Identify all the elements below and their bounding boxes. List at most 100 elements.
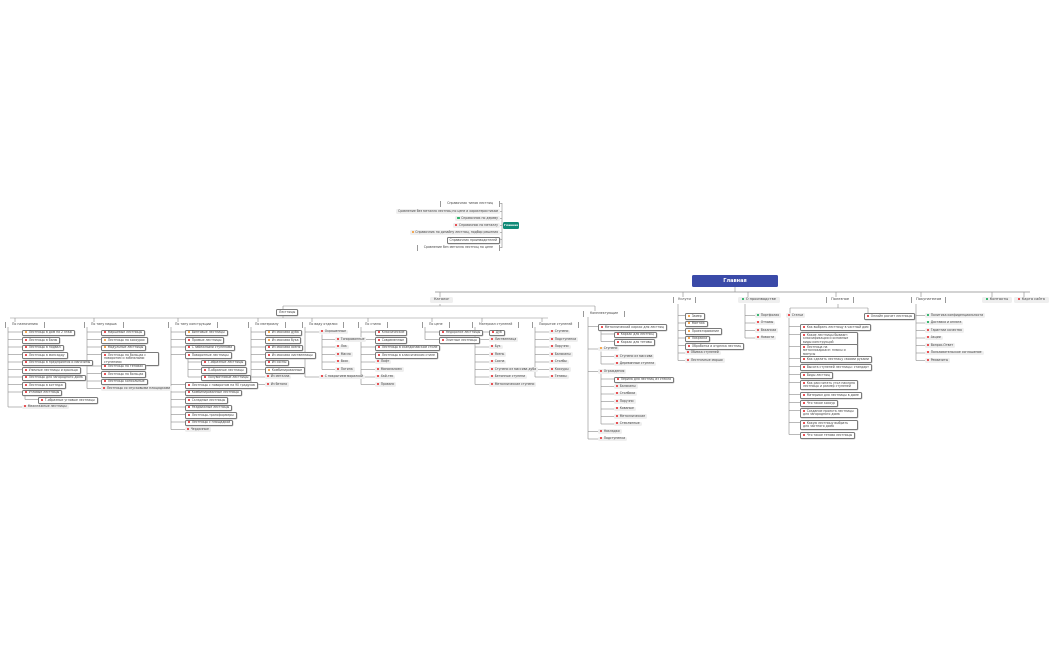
sitemap-node[interactable]: Лестницы с поворотом на 90 градусов xyxy=(185,382,258,389)
sitemap-node[interactable]: Воск xyxy=(335,359,351,365)
sitemap-node[interactable]: Лестницы на тетивах xyxy=(101,363,146,371)
sitemap-node[interactable]: Полувинтовые лестницы xyxy=(201,374,252,382)
sitemap-node[interactable]: Бетонные ступени xyxy=(489,374,528,380)
sitemap-node[interactable]: Статьи xyxy=(786,313,806,318)
sitemap-node[interactable]: Лестницы xyxy=(276,309,299,316)
sitemap-node[interactable]: Ступени из массива дуба xyxy=(489,367,539,372)
sitemap-node[interactable]: Металлические ступени xyxy=(489,382,537,387)
sitemap-node[interactable]: Комплектующие xyxy=(583,311,626,317)
sitemap-node[interactable]: Маршевые лестницы xyxy=(101,329,146,337)
sitemap-node[interactable]: Политика конфиденциальности xyxy=(925,313,986,318)
sitemap-node[interactable]: Реквизиты xyxy=(925,358,951,363)
sitemap-node[interactable]: Ступени из массива xyxy=(614,354,655,359)
sitemap-node[interactable]: Высота ступеней лестницы: стандарт xyxy=(800,364,872,371)
sitemap-node[interactable]: Каркас для тетивы xyxy=(614,339,655,346)
sitemap-node[interactable]: По типу конструкции xyxy=(168,322,218,328)
sitemap-node[interactable]: Лестницы на косоурах xyxy=(101,337,148,344)
sitemap-node[interactable]: Прованс xyxy=(375,382,397,387)
sitemap-node[interactable]: Лестницы консольные xyxy=(101,378,148,386)
sitemap-node[interactable]: Ступени xyxy=(598,346,620,352)
sitemap-node[interactable]: Какие лестницы бывают: классификация и о… xyxy=(800,332,858,346)
sitemap-node[interactable]: Из массива ясеня xyxy=(265,344,304,352)
sitemap-node[interactable]: Проектирование xyxy=(685,328,722,335)
sitemap-node[interactable]: Кованые xyxy=(614,406,636,412)
sitemap-node[interactable]: Гарантии качества xyxy=(925,328,964,333)
sitemap-node[interactable]: Лестницы в дом на 2 этаж xyxy=(22,329,76,337)
sitemap-node[interactable]: По цене xyxy=(422,322,450,328)
sitemap-node[interactable]: Лестницы-трансформеры xyxy=(185,412,237,419)
sitemap-node[interactable]: Металлические xyxy=(614,414,648,419)
sitemap-node[interactable]: Лестницы в классическом стиле xyxy=(375,352,438,359)
sitemap-node[interactable]: Балясины xyxy=(549,352,573,357)
sitemap-node[interactable]: Лестницы в баню xyxy=(22,337,61,344)
sitemap-node[interactable]: Межэтажные лестницы xyxy=(22,404,69,410)
sitemap-node[interactable]: Портфолио xyxy=(755,313,782,318)
sitemap-node[interactable]: Столбики xyxy=(614,391,638,397)
sitemap-node[interactable]: Покупателям xyxy=(911,297,947,303)
sitemap-node[interactable]: Угловые лестницы xyxy=(22,389,63,397)
sitemap-node[interactable]: Акции xyxy=(925,335,943,341)
sitemap-node[interactable]: Комбинированные xyxy=(265,367,306,374)
sitemap-node[interactable]: Раздвижные лестницы xyxy=(185,404,233,412)
sitemap-node[interactable]: Доставка и оплата xyxy=(925,320,964,326)
sitemap-node[interactable]: Косоуры xyxy=(549,367,571,372)
sitemap-node[interactable]: Элитные лестницы xyxy=(439,337,480,344)
sitemap-node[interactable]: Лестницы в коттедж xyxy=(22,382,66,389)
sitemap-node[interactable]: Лестницы с площадкой xyxy=(185,419,234,427)
sitemap-node[interactable]: Лиственница xyxy=(489,337,519,342)
sitemap-node[interactable]: Что такое тетива лестницы xyxy=(800,432,856,439)
sitemap-node[interactable]: Прямые лестницы xyxy=(185,337,225,344)
sitemap-node[interactable]: Столбы xyxy=(549,359,569,365)
sitemap-node[interactable]: Минимализм xyxy=(375,367,404,372)
mini-map-node[interactable]: Справочник по дизайну лестниц, подбор ре… xyxy=(409,230,500,235)
sitemap-node[interactable]: Деревянные ступени xyxy=(614,361,657,367)
mini-map-root-node[interactable]: Главная xyxy=(503,222,519,229)
sitemap-node[interactable]: Окрашенные xyxy=(319,329,348,335)
mini-map-node[interactable]: Сравнение без металла лестниц по цене и … xyxy=(396,209,500,214)
sitemap-node[interactable]: Лестницы в предприятия и магазины xyxy=(22,359,94,367)
sitemap-node[interactable]: Недорогие лестницы xyxy=(439,329,484,337)
sitemap-node[interactable]: Винтовые лестницы xyxy=(185,329,228,337)
sitemap-node[interactable]: Лофт xyxy=(375,359,392,365)
sitemap-node[interactable]: Из массива бука xyxy=(265,337,302,344)
sitemap-node[interactable]: Дуб xyxy=(489,329,505,337)
sitemap-node[interactable]: Монтаж xyxy=(685,320,708,328)
sitemap-node[interactable]: Подступенки xyxy=(598,436,628,442)
sitemap-node[interactable]: С покрытием морилкой xyxy=(319,374,366,380)
sitemap-node[interactable]: Патина xyxy=(335,367,355,372)
sitemap-root-node[interactable]: Главная xyxy=(692,275,778,287)
sitemap-node[interactable]: С забежными ступенями xyxy=(185,344,236,352)
sitemap-node[interactable]: Лестничные марши xyxy=(685,358,725,363)
sitemap-node[interactable]: Материал для лестницы в доме xyxy=(800,392,862,399)
sitemap-node[interactable]: Лестницы в подвал xyxy=(22,344,64,352)
sitemap-node[interactable]: Поворотные лестницы xyxy=(185,352,232,359)
sitemap-node[interactable]: П-образные лестницы xyxy=(201,367,247,374)
sitemap-node[interactable]: Поручни xyxy=(549,344,571,350)
sitemap-node[interactable]: Что такое косоур xyxy=(800,400,838,407)
sitemap-node[interactable]: Лестницы со спусковыми площадками xyxy=(101,386,173,391)
sitemap-node[interactable]: Контакты xyxy=(982,297,1013,304)
sitemap-node[interactable]: Масло xyxy=(335,352,353,357)
sitemap-node[interactable]: Поручни xyxy=(614,399,636,404)
sitemap-node[interactable]: Из массива дуба xyxy=(265,329,302,337)
sitemap-node[interactable]: Вакансии xyxy=(755,328,779,333)
sitemap-node[interactable]: Лак xyxy=(335,344,349,350)
sitemap-node[interactable]: Каркас для лестниц xyxy=(614,331,657,339)
sitemap-node[interactable]: Модульные лестницы xyxy=(101,344,147,352)
sitemap-node[interactable]: Перила для лестниц из стекла xyxy=(614,376,675,384)
sitemap-node[interactable]: Материал ступеней xyxy=(472,322,520,328)
sitemap-node[interactable]: Услуги xyxy=(673,297,696,303)
sitemap-node[interactable]: Отзывы xyxy=(755,320,776,326)
sitemap-node[interactable]: Как рассчитать угол наклона лестницы и р… xyxy=(800,380,858,391)
sitemap-node[interactable]: Классические xyxy=(375,329,408,337)
sitemap-node[interactable]: Современные xyxy=(375,337,408,344)
sitemap-node[interactable]: Лестницы в мансарду xyxy=(22,352,68,359)
sitemap-node[interactable]: Из бетона xyxy=(265,382,290,387)
sitemap-node[interactable]: Ясень xyxy=(489,352,507,357)
sitemap-node[interactable]: Г-образные угловые лестницы xyxy=(38,397,98,404)
sitemap-node[interactable]: По типу марша xyxy=(84,322,124,328)
sitemap-node[interactable]: Покрытие ступеней xyxy=(532,322,580,328)
sitemap-node[interactable]: Чердачные xyxy=(185,427,211,432)
sitemap-node[interactable]: Из сосны xyxy=(265,359,290,367)
sitemap-node[interactable]: Покраска xyxy=(685,335,711,343)
